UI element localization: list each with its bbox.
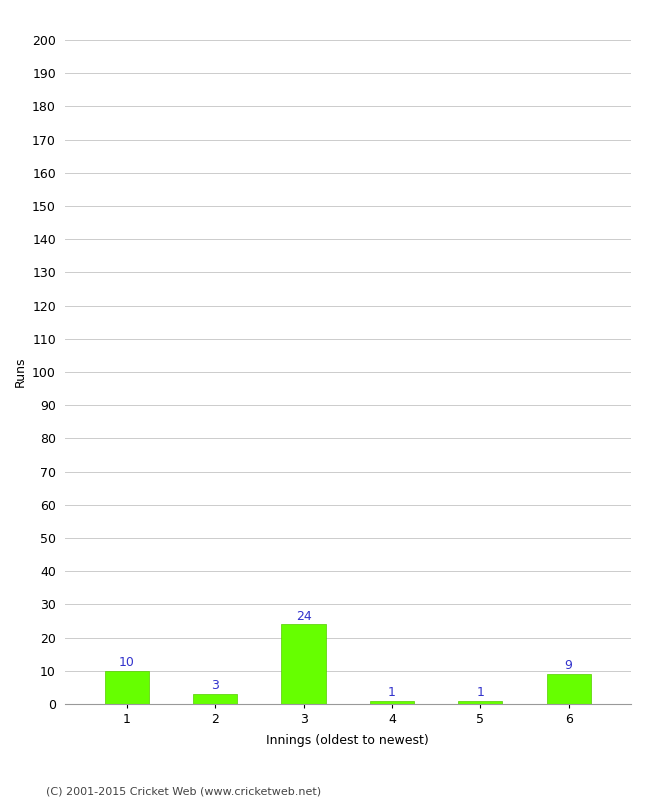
- Text: (C) 2001-2015 Cricket Web (www.cricketweb.net): (C) 2001-2015 Cricket Web (www.cricketwe…: [46, 786, 320, 796]
- Bar: [193, 694, 237, 704]
- Bar: [458, 701, 502, 704]
- Text: 24: 24: [296, 610, 311, 622]
- Bar: [547, 674, 591, 704]
- Y-axis label: Runs: Runs: [14, 357, 27, 387]
- X-axis label: Innings (oldest to newest): Innings (oldest to newest): [266, 734, 429, 747]
- Text: 1: 1: [388, 686, 396, 699]
- Bar: [370, 701, 414, 704]
- Text: 1: 1: [476, 686, 484, 699]
- Text: 10: 10: [119, 656, 135, 669]
- Text: 9: 9: [565, 659, 573, 673]
- Bar: [105, 670, 149, 704]
- Bar: [281, 624, 326, 704]
- Text: 3: 3: [211, 679, 219, 692]
